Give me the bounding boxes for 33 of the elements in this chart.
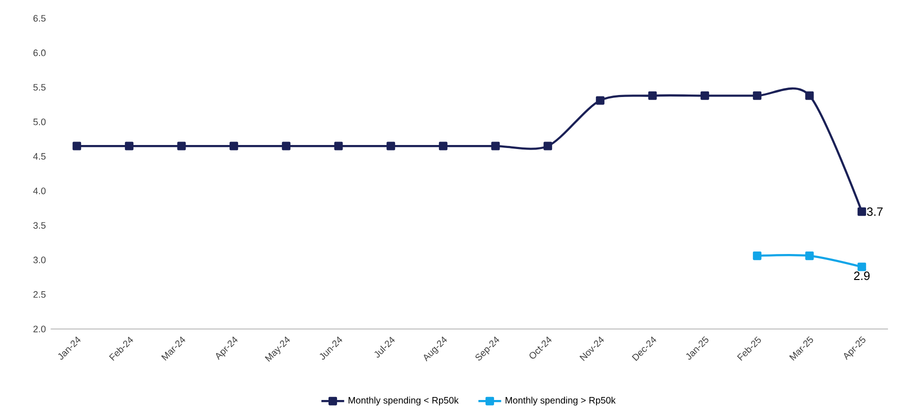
point (544, 142, 552, 150)
y-tick-label: 3.0 (33, 256, 46, 264)
point (648, 91, 657, 100)
y-tick-label: 4.0 (33, 188, 46, 194)
point (805, 252, 814, 260)
data-label: 3.7 (866, 207, 883, 216)
point (282, 142, 290, 150)
point (230, 142, 238, 150)
point (752, 91, 762, 100)
point (491, 142, 500, 150)
y-tick-label: 5.0 (33, 118, 46, 126)
point (596, 96, 604, 105)
point (858, 207, 866, 216)
point (177, 142, 186, 150)
y-tick-label: 6.0 (33, 50, 46, 56)
y-tick-label: 2.5 (33, 291, 46, 298)
y-tick-label: 3.5 (33, 222, 46, 229)
point (72, 142, 82, 150)
point (438, 142, 448, 150)
point (124, 142, 134, 150)
point (752, 252, 762, 260)
data-label: 2.9 (854, 272, 870, 280)
y-tick-label: 2.0 (33, 326, 46, 332)
point (805, 91, 814, 100)
legend-label: Monthly spending < Rp50k (348, 396, 459, 406)
point (334, 142, 343, 150)
point (700, 91, 710, 100)
y-tick-label: 4.5 (33, 153, 46, 160)
legend-label: Monthly spending > Rp50k (506, 396, 616, 406)
y-tick-label: 6.5 (33, 15, 46, 22)
point (386, 142, 396, 150)
point (858, 262, 866, 272)
y-tick-label: 5.5 (33, 84, 46, 91)
